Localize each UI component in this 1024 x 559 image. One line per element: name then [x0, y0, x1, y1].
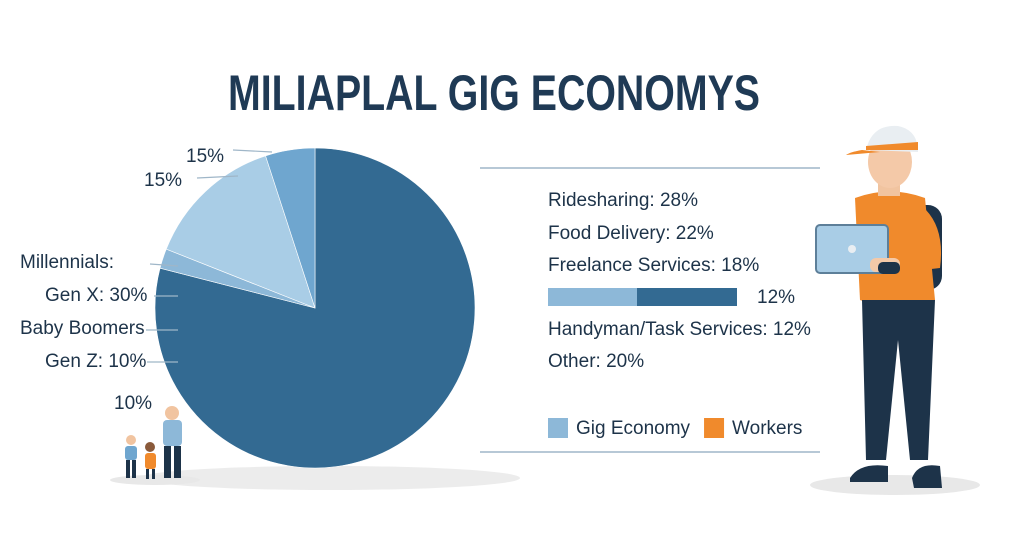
breakdown-item: Handyman/Task Services: 12% — [548, 319, 811, 340]
pie-label: Gen Z: 10% — [45, 351, 146, 372]
legend-swatch — [704, 418, 725, 438]
person-shadow — [810, 475, 980, 495]
leader-line — [232, 149, 273, 153]
legend-swatch — [548, 418, 568, 438]
legend-label: Gig Economy — [576, 418, 691, 439]
bar-label: 12% — [757, 287, 795, 308]
breakdown-item: Freelance Services: 18% — [548, 255, 759, 276]
breakdown-item: Ridesharing: 28% — [548, 190, 698, 211]
bar-segment — [548, 288, 637, 306]
legend: Gig Economy Workers — [548, 418, 802, 439]
pie-shadow — [140, 466, 520, 490]
bar-segment — [637, 288, 737, 306]
breakdown-item: Other: 20% — [548, 351, 644, 372]
breakdown-item: Food Delivery: 22% — [548, 223, 714, 244]
pie-slice — [265, 147, 316, 309]
pie-label: Baby Boomers — [20, 318, 145, 339]
pie-label: 10% — [114, 393, 152, 414]
family-illustration — [125, 406, 182, 479]
leader-line — [196, 175, 239, 179]
pie-label: Gen X: 30% — [45, 285, 148, 306]
pie-chart — [154, 147, 476, 469]
pie-label: 15% — [186, 146, 224, 167]
worker-illustration — [815, 125, 942, 488]
title: MILIAPLAL GIG ECONOMYS — [228, 65, 760, 121]
pie-label: 15% — [144, 170, 182, 191]
pie-label: Millennials: — [20, 252, 114, 273]
legend-label: Workers — [732, 418, 802, 439]
leader-line — [149, 263, 179, 267]
